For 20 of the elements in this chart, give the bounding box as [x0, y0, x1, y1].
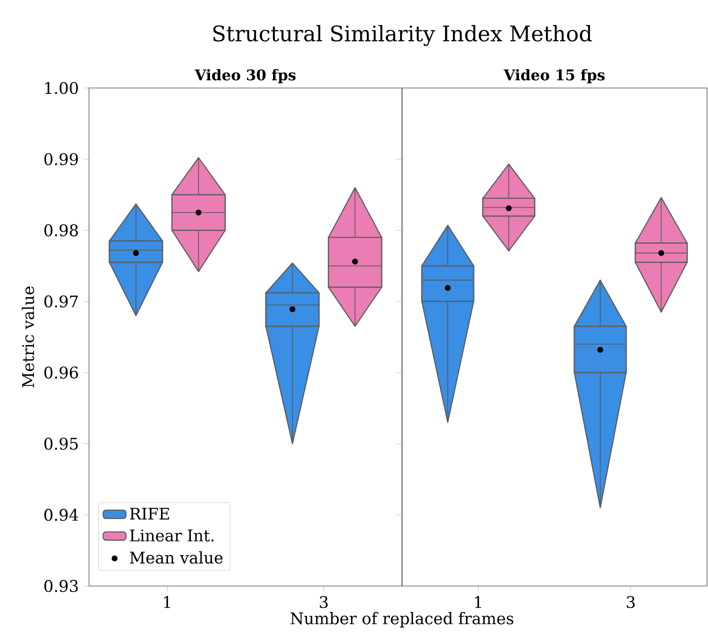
- y-tick-label: 0.98: [44, 224, 78, 236]
- y-tick-label: 1.00: [45, 82, 78, 94]
- y-tick-label: 0.94: [44, 508, 78, 521]
- x-tick-label: 1: [164, 596, 170, 608]
- y-tick-label: 0.93: [44, 580, 78, 592]
- chart-title: Video 15 fps: [504, 69, 605, 84]
- chart-title: Structural Similarity Index Method: [213, 24, 592, 46]
- x-tick-label: 3: [320, 596, 328, 608]
- legend-label: RIFE: [130, 508, 170, 520]
- x-tick-label: 1: [475, 596, 482, 608]
- y-tick-label: 0.96: [44, 366, 78, 379]
- annotation: Mean value: [130, 551, 223, 564]
- y-tick-label: 0.97: [44, 295, 78, 308]
- x-axis-title: Number of replaced frames: [290, 612, 514, 628]
- legend-label: Linear Int.: [130, 530, 214, 542]
- y-tick-label: 0.99: [44, 153, 78, 166]
- y-tick-label: 0.95: [44, 438, 78, 450]
- y-axis-title: Metric value: [22, 286, 34, 388]
- x-tick-label: 3: [626, 596, 635, 608]
- chart-subtitle: Video 30 fps: [194, 69, 296, 84]
